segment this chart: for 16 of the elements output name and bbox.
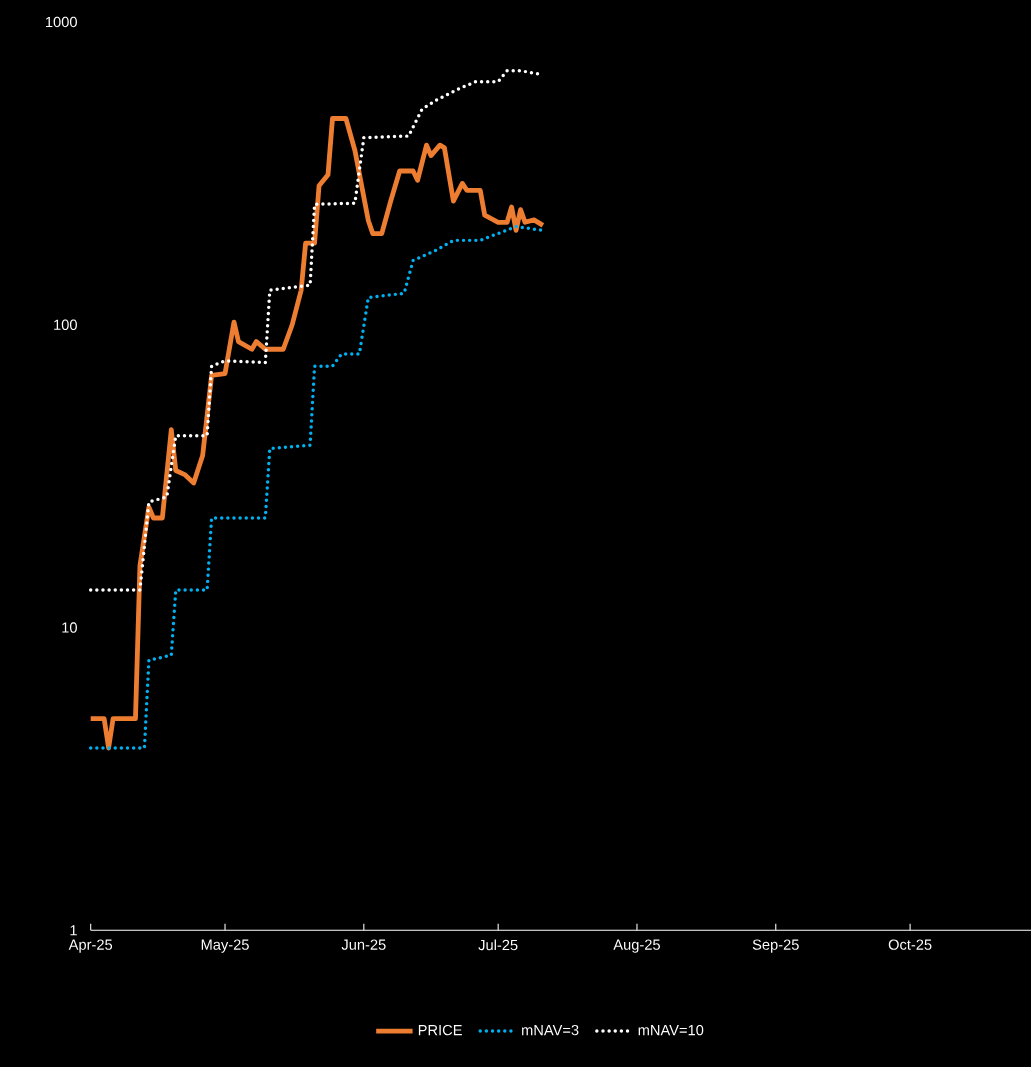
- legend-label: mNAV=3: [522, 1024, 579, 1036]
- y-tick-label: 10: [62, 622, 77, 633]
- x-tick-label: May-25: [201, 939, 249, 953]
- x-tick-label: Sep-25: [752, 939, 799, 953]
- line-series: [88, 224, 545, 750]
- legend-label: PRICE: [418, 1024, 462, 1036]
- y-tick-label: 1000: [46, 16, 77, 28]
- x-tick-label: Oct-25: [888, 939, 932, 950]
- x-tick-label: Jun-25: [341, 939, 386, 950]
- line-series: [88, 116, 546, 751]
- x-tick-label: Apr-25: [68, 939, 113, 953]
- y-tick-label: 100: [54, 319, 77, 330]
- y-tick-label: 1: [70, 925, 77, 936]
- legend-label: mNAV=10: [638, 1024, 704, 1036]
- x-tick-label: Aug-25: [613, 939, 660, 953]
- x-tick-label: Jul-25: [478, 939, 518, 951]
